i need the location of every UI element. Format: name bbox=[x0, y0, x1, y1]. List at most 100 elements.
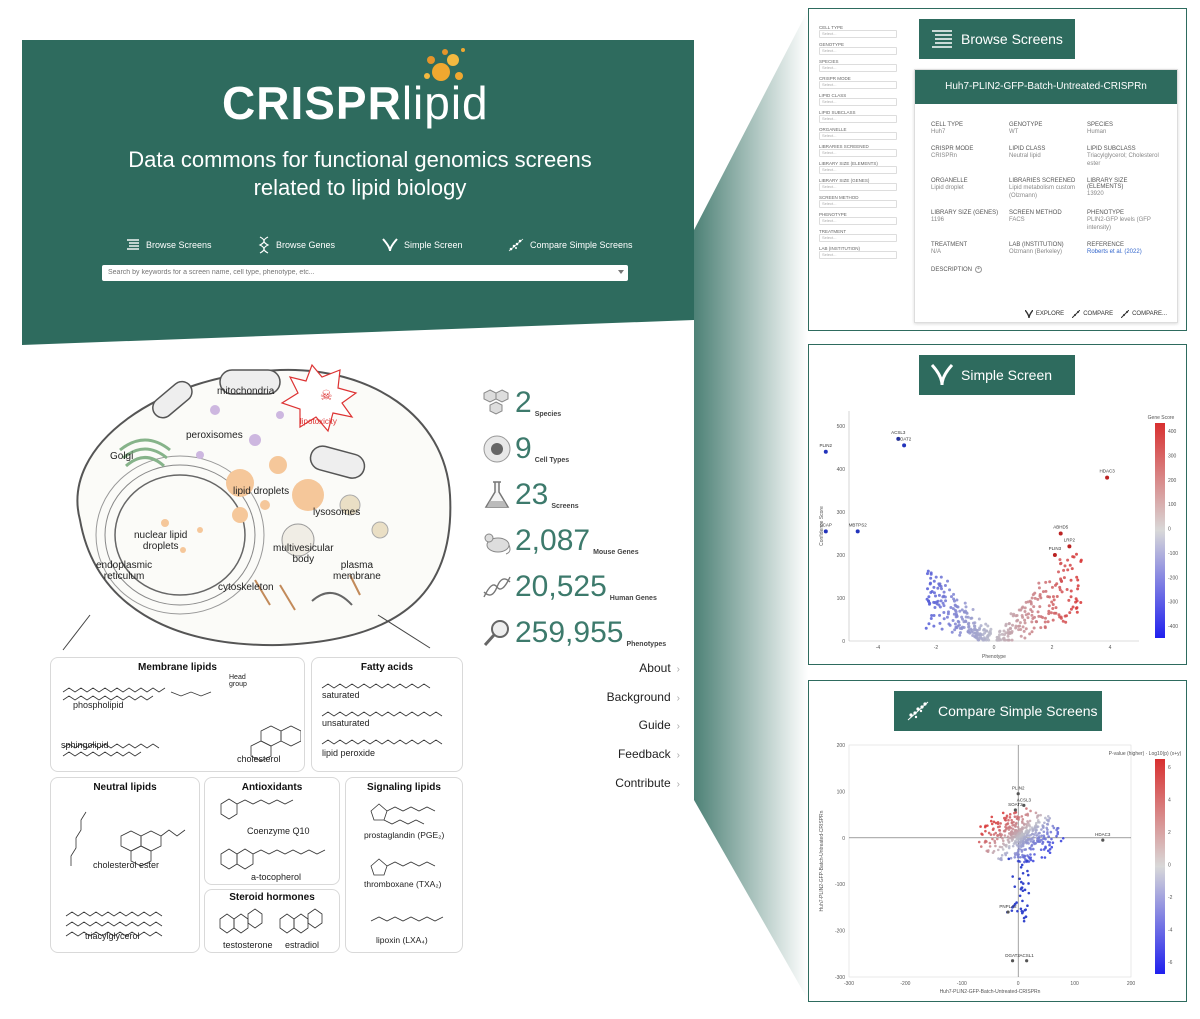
data-point bbox=[953, 622, 957, 626]
data-point bbox=[939, 575, 943, 579]
data-point bbox=[1025, 807, 1028, 810]
data-point bbox=[1050, 837, 1053, 841]
data-point bbox=[1048, 843, 1051, 847]
filter-select[interactable]: Select... bbox=[819, 149, 897, 157]
data-point bbox=[998, 629, 1002, 633]
nav-browse-genes[interactable]: Browse Genes bbox=[258, 236, 335, 254]
highlight-point[interactable] bbox=[1022, 803, 1026, 807]
panel-title: Compare Simple Screens bbox=[938, 703, 1098, 719]
stat-cell-types: 9 Cell Types bbox=[482, 418, 666, 464]
saturated-label: saturated bbox=[322, 690, 360, 700]
meta-key: ORGANELLE bbox=[931, 178, 968, 184]
highlight-point[interactable] bbox=[1058, 531, 1063, 536]
chevron-down-icon[interactable] bbox=[618, 270, 624, 274]
data-point bbox=[1016, 815, 1019, 818]
compare-button[interactable]: COMPARE bbox=[1072, 310, 1113, 318]
nav-compare-screens[interactable]: Compare Simple Screens bbox=[508, 236, 633, 254]
meta-key: REFERENCE bbox=[1087, 242, 1125, 248]
filter-select[interactable]: Select... bbox=[819, 200, 897, 208]
filter-select[interactable]: Select... bbox=[819, 64, 897, 72]
nav-simple-screen[interactable]: Simple Screen bbox=[382, 236, 463, 254]
explore-button[interactable]: EXPLORE bbox=[1024, 310, 1064, 318]
filter-select[interactable]: Select... bbox=[819, 132, 897, 140]
data-point bbox=[1010, 837, 1014, 841]
filter-select[interactable]: Select... bbox=[819, 81, 897, 89]
triacylglycerol-label: triacylglycerol bbox=[85, 931, 140, 941]
meta-value[interactable]: Roberts et al. (2022) bbox=[1087, 249, 1142, 255]
cholesterol-ester-label: cholesterol ester bbox=[93, 860, 160, 870]
description-toggle[interactable]: DESCRIPTION + bbox=[931, 266, 983, 273]
meta-value: 1196 bbox=[931, 217, 944, 223]
colorbar bbox=[1155, 759, 1165, 974]
data-point bbox=[963, 601, 967, 605]
highlight-point[interactable] bbox=[1067, 544, 1072, 549]
data-point bbox=[1001, 839, 1005, 843]
filter-select[interactable]: Select... bbox=[819, 30, 897, 38]
meta-key: LIBRARY SIZE (ELEMENTS) bbox=[1087, 178, 1128, 190]
data-point bbox=[1058, 588, 1062, 592]
filter-select[interactable]: Select... bbox=[819, 166, 897, 174]
data-point bbox=[978, 626, 982, 630]
highlight-point[interactable] bbox=[1010, 959, 1015, 963]
data-point bbox=[1022, 822, 1026, 826]
highlight-point[interactable] bbox=[1105, 475, 1110, 480]
highlight-point[interactable] bbox=[1006, 910, 1010, 914]
stat-label: Human Genes bbox=[609, 595, 657, 602]
data-point bbox=[1025, 825, 1028, 829]
data-point bbox=[983, 631, 987, 635]
filter-select[interactable]: Select... bbox=[819, 115, 897, 123]
search-input[interactable] bbox=[102, 265, 628, 281]
data-point bbox=[952, 592, 956, 596]
box-title: Membrane lipids bbox=[138, 662, 217, 673]
label-peroxisomes: peroxisomes bbox=[186, 430, 243, 441]
highlight-point[interactable] bbox=[902, 443, 907, 448]
x-tick-label: -200 bbox=[900, 981, 910, 987]
highlight-point[interactable] bbox=[1025, 959, 1029, 963]
volcano-plot[interactable]: -4 -2 0 2 4 500 400 300 200 100 0 Phenotype Confiden… bbox=[809, 401, 1185, 663]
colorbar-tick: -2 bbox=[1168, 895, 1173, 901]
nav-label: Browse Screens bbox=[146, 240, 212, 250]
link-feedback[interactable]: Feedback › bbox=[618, 747, 680, 761]
screen-card[interactable]: Huh7-PLIN2-GFP-Batch-Untreated-CRISPRn C… bbox=[914, 69, 1178, 323]
highlight-point[interactable] bbox=[896, 436, 901, 441]
data-point bbox=[1014, 824, 1017, 828]
data-point bbox=[1023, 837, 1026, 841]
lipid-peroxide-label: lipid peroxide bbox=[322, 748, 376, 758]
flask-icon bbox=[484, 481, 510, 508]
compare-scatter-plot[interactable]: -300 -200 -100 0 100 200 200 100 0 -100 -200 -300 Hu… bbox=[809, 737, 1185, 999]
filter-select[interactable]: Select... bbox=[819, 217, 897, 225]
meta-field: GENOTYPE WT bbox=[1009, 122, 1083, 136]
filter-select[interactable]: Select... bbox=[819, 251, 897, 259]
logo-bubbles-icon bbox=[424, 48, 465, 81]
data-point bbox=[979, 825, 982, 828]
screen-card-title[interactable]: Huh7-PLIN2-GFP-Batch-Untreated-CRISPRn bbox=[915, 70, 1177, 104]
link-guide[interactable]: Guide › bbox=[639, 718, 680, 732]
highlight-point[interactable] bbox=[823, 449, 828, 454]
highlight-point[interactable] bbox=[1101, 838, 1105, 842]
neutral-lipid-structures bbox=[65, 811, 186, 937]
data-point bbox=[1029, 809, 1032, 813]
data-point bbox=[1032, 841, 1036, 844]
label-lysosomes: lysosomes bbox=[313, 507, 361, 518]
highlight-point[interactable] bbox=[1013, 808, 1017, 812]
data-point bbox=[1048, 851, 1052, 855]
data-point bbox=[1016, 855, 1020, 859]
nav-browse-screens[interactable]: Browse Screens bbox=[126, 236, 212, 254]
highlight-point[interactable] bbox=[1052, 553, 1057, 557]
highlight-point[interactable] bbox=[823, 529, 828, 534]
filter-select[interactable]: Select... bbox=[819, 98, 897, 106]
link-contribute[interactable]: Contribute › bbox=[615, 776, 680, 790]
highlight-point[interactable] bbox=[1016, 792, 1020, 796]
filter-select[interactable]: Select... bbox=[819, 234, 897, 242]
data-point bbox=[1039, 615, 1043, 619]
compare-more-button[interactable]: COMPARE... bbox=[1121, 310, 1167, 318]
link-background[interactable]: Background › bbox=[607, 690, 680, 704]
highlight-point[interactable] bbox=[855, 529, 860, 534]
filter-select[interactable]: Select... bbox=[819, 183, 897, 191]
link-about[interactable]: About › bbox=[639, 661, 680, 675]
meta-field: LIBRARY SIZE (ELEMENTS) 13920 bbox=[1087, 178, 1161, 198]
filter-select[interactable]: Select... bbox=[819, 47, 897, 55]
data-point bbox=[1010, 638, 1014, 642]
meta-field: TREATMENT N/A bbox=[931, 242, 1005, 256]
data-point bbox=[1002, 629, 1006, 633]
